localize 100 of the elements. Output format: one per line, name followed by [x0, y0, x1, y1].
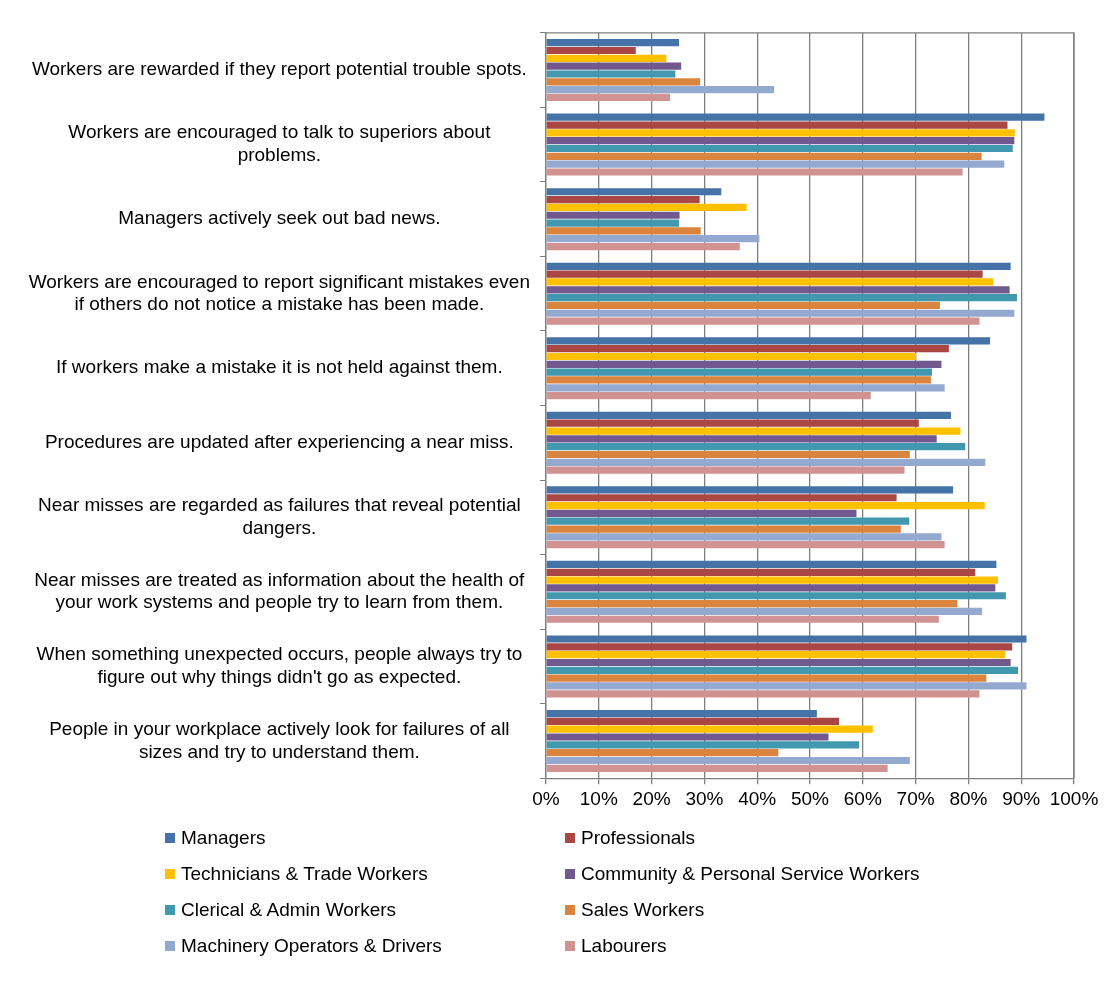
x-tick-label: 20% — [632, 787, 671, 809]
y-tick-label: If workers make a mistake it is not held against them. — [56, 356, 503, 378]
bar — [546, 360, 942, 368]
bar — [546, 195, 700, 204]
bar — [546, 294, 1017, 302]
bar — [546, 309, 1015, 317]
bar — [546, 592, 1006, 600]
bar — [546, 615, 939, 623]
legend-label: Technicians & Trade Workers — [181, 863, 428, 885]
bar — [546, 337, 991, 345]
bar — [546, 168, 963, 176]
bar — [546, 262, 1011, 270]
legend-label: Managers — [181, 827, 266, 849]
legend-label: Machinery Operators & Drivers — [181, 935, 442, 957]
bar — [546, 494, 897, 502]
bar — [546, 352, 917, 361]
bar — [546, 682, 1027, 690]
bar — [546, 607, 983, 616]
y-tick-label: Workers are rewarded if they report potential trouble spots. — [31, 58, 527, 80]
bar — [546, 188, 722, 196]
bar — [546, 666, 1019, 674]
legend-label: Community & Personal Service Workers — [581, 863, 920, 885]
bar — [546, 419, 919, 427]
bar — [546, 137, 1015, 145]
x-tick-label: 100% — [1049, 787, 1099, 809]
bar — [546, 674, 987, 682]
bar — [546, 509, 857, 517]
legend-label: Clerical & Admin Workers — [181, 899, 397, 921]
legend-label: Professionals — [581, 827, 696, 849]
bar — [546, 376, 931, 384]
bar — [546, 39, 680, 47]
y-tick-label: Workers are encouraged to report significant mistakes even if others do not notice a mistake has been made. — [28, 270, 531, 315]
bar — [546, 211, 680, 219]
x-tick-label: 80% — [949, 787, 988, 809]
y-tick-label: People in your workplace actively look for failures of all sizes and try to understand them. — [49, 717, 510, 762]
x-tick-label: 40% — [738, 787, 777, 809]
bar — [546, 450, 910, 459]
bar — [546, 46, 636, 55]
x-tick-label: 60% — [843, 787, 882, 809]
bar — [546, 690, 980, 698]
bar — [546, 709, 817, 718]
bar — [546, 317, 980, 325]
bar — [546, 392, 871, 400]
bar — [546, 643, 1013, 651]
bar — [546, 576, 998, 584]
y-tick-label: Workers are encouraged to talk to superiors about problems. — [68, 121, 492, 166]
bar — [546, 144, 1013, 153]
bar — [546, 741, 860, 749]
bar — [546, 286, 1010, 294]
bar — [546, 749, 779, 757]
bar — [546, 93, 671, 102]
bar — [546, 599, 958, 608]
bar — [546, 525, 901, 533]
bar — [546, 411, 951, 419]
y-tick-label: Near misses are regarded as failures that reveal potential dangers. — [38, 494, 521, 538]
legend-label: Sales Workers — [581, 899, 705, 921]
bar — [546, 121, 1008, 129]
x-tick-label: 50% — [790, 787, 830, 809]
bar — [546, 54, 667, 62]
y-tick-label: When something unexpected occurs, people always try to figure out why things didn't go as expected. — [36, 643, 523, 688]
bar — [546, 242, 740, 251]
bar — [546, 113, 1045, 121]
bar — [546, 227, 701, 235]
bar — [546, 435, 937, 443]
bar — [546, 651, 1006, 659]
bar — [546, 658, 1011, 667]
bar — [546, 486, 954, 494]
bar — [546, 764, 888, 772]
bar — [546, 517, 910, 525]
bar — [546, 533, 942, 541]
y-tick-label: Managers actively seek out bad news. — [118, 207, 441, 229]
x-tick-label: 30% — [685, 787, 724, 809]
bar — [546, 443, 966, 451]
bar — [546, 635, 1027, 643]
bar — [546, 458, 986, 466]
x-tick-label: 70% — [896, 787, 935, 809]
bar — [546, 584, 996, 592]
bar — [546, 717, 840, 725]
bar — [546, 368, 932, 376]
bar — [546, 278, 994, 286]
bar — [546, 560, 997, 569]
x-tick-label: 10% — [579, 787, 618, 809]
bar — [546, 501, 985, 510]
bar — [546, 384, 945, 392]
bar — [546, 270, 983, 278]
bar — [546, 301, 940, 310]
bar — [546, 152, 982, 160]
y-tick-label: Procedures are updated after experiencing a near miss. — [44, 431, 514, 452]
bar — [546, 568, 976, 576]
bar — [546, 733, 829, 741]
bar — [546, 86, 775, 94]
bar — [546, 219, 680, 227]
bar — [546, 62, 682, 70]
bar — [546, 129, 1015, 137]
x-tick-label: 90% — [1002, 787, 1041, 809]
bar — [546, 466, 905, 474]
bar — [546, 203, 747, 212]
bar — [546, 756, 910, 765]
x-tick-label: 0% — [532, 787, 560, 809]
bar — [546, 345, 949, 353]
